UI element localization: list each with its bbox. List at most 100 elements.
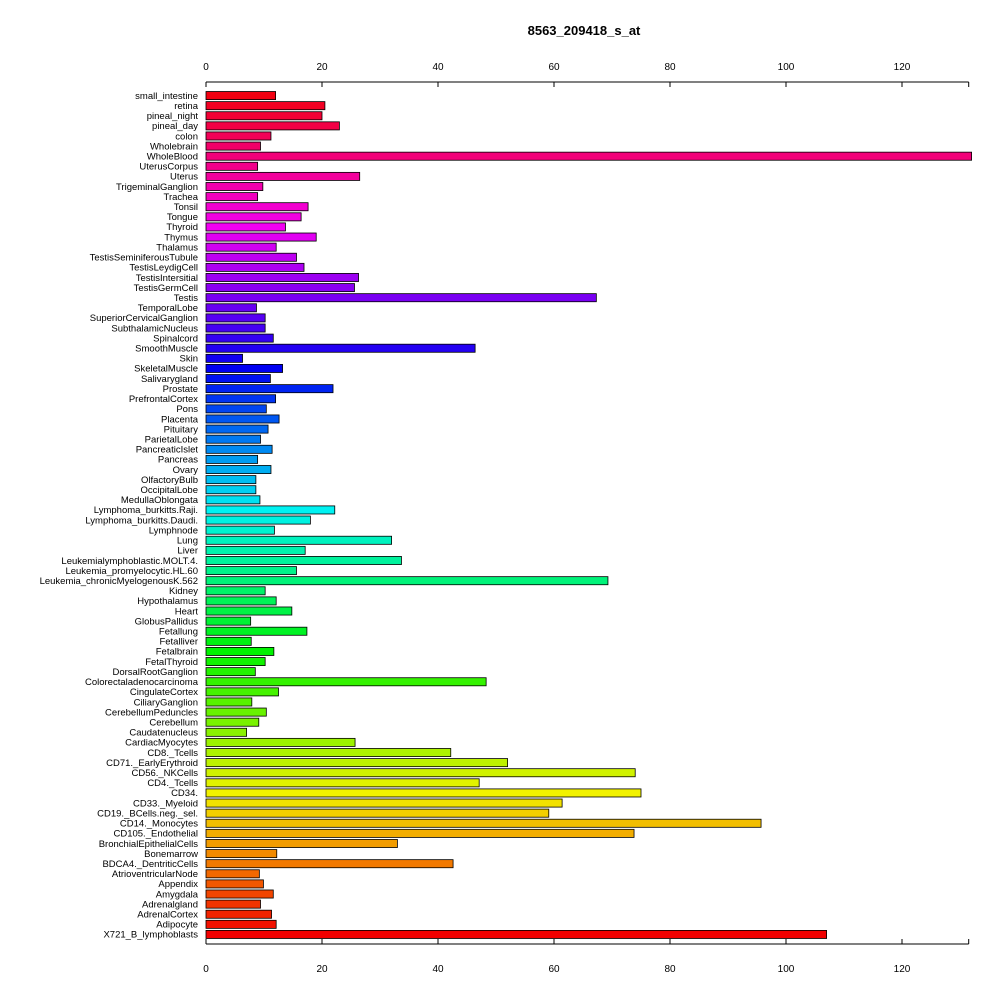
- category-label: ParietalLobe: [145, 434, 198, 445]
- category-label: Pancreas: [158, 455, 198, 466]
- bar-Hypothalamus: [205, 596, 277, 606]
- bar-Pons: [205, 404, 267, 414]
- category-label: AdrenalCortex: [137, 910, 198, 921]
- bar-CD4._Tcells: [205, 778, 480, 788]
- bar-Wholebrain: [205, 141, 261, 151]
- x-axis-top-tick-label: 40: [432, 62, 444, 73]
- bar-Pituitary: [205, 424, 269, 434]
- category-label: Tongue: [167, 212, 198, 223]
- bar-pineal_night: [205, 111, 323, 121]
- category-label: SkeletalMuscle: [134, 364, 198, 375]
- bar-BronchialEpithelialCells: [205, 839, 398, 848]
- category-label: CingulateCortex: [130, 687, 198, 698]
- bar-Lymphoma_burkitts.Daudi.: [205, 515, 311, 525]
- bar-CD33._Myeloid: [205, 798, 563, 808]
- bar-Testis: [205, 293, 597, 303]
- bar-AtrioventricularNode: [205, 869, 260, 879]
- category-label: WholeBlood: [147, 151, 198, 162]
- x-axis-top-tick-label: 0: [203, 62, 209, 73]
- category-label: Leukemia_promyelocytic.HL.60: [65, 566, 198, 577]
- category-label: AtrioventricularNode: [112, 869, 198, 880]
- bar-PancreaticIslet: [205, 444, 273, 454]
- x-axis-bottom-tick-label: 60: [548, 964, 560, 975]
- bar-Leukemialymphoblastic.MOLT.4.: [205, 556, 402, 565]
- bar-X721_B_lymphoblasts: [205, 930, 827, 939]
- category-label: Leukemia_chronicMyelogenousK.562: [40, 576, 198, 587]
- category-label: Thyroid: [166, 222, 198, 233]
- bar-Pancreas: [205, 454, 259, 464]
- category-label: OlfactoryBulb: [141, 475, 198, 486]
- x-axis-top-tick-label: 120: [894, 62, 911, 73]
- bar-Trachea: [205, 192, 259, 202]
- category-label: Fetalliver: [159, 637, 198, 648]
- category-labels: small_intestineretinapineal_nightpineal_…: [40, 91, 199, 941]
- bar-Liver: [205, 545, 306, 555]
- bar-OccipitalLobe: [205, 485, 257, 495]
- category-label: Fetalbrain: [156, 647, 198, 658]
- category-label: TemporalLobe: [138, 303, 198, 314]
- bar-CD34.: [205, 788, 642, 798]
- bar-Fetalbrain: [205, 647, 275, 656]
- category-label: CD19._BCells.neg._sel.: [97, 808, 198, 819]
- bar-pineal_day: [205, 121, 340, 131]
- bar-CardiacMyocytes: [205, 737, 356, 747]
- category-label: colon: [175, 131, 198, 142]
- bar-CingulateCortex: [205, 687, 279, 697]
- bar-MedullaOblongata: [205, 495, 261, 505]
- bar-BDCA4._DentriticCells: [205, 859, 454, 869]
- x-axis-top-tick-label: 100: [778, 62, 795, 73]
- category-label: Salivarygland: [141, 374, 198, 385]
- category-label: Uterus: [170, 172, 198, 183]
- x-axis-bottom-tick-label: 40: [432, 964, 444, 975]
- category-label: retina: [174, 101, 198, 112]
- bar-Tonsil: [205, 202, 309, 212]
- bar-Lung: [205, 535, 393, 545]
- category-label: Lymphoma_burkitts.Raji.: [94, 505, 198, 516]
- category-label: Wholebrain: [150, 141, 198, 152]
- chart-title: 8563_209418_s_at: [528, 23, 641, 38]
- bar-UterusCorpus: [205, 161, 259, 171]
- category-label: SubthalamicNucleus: [111, 323, 198, 334]
- bar-Uterus: [205, 171, 361, 181]
- bar-Salivarygland: [205, 374, 271, 383]
- category-label: CardiacMyocytes: [125, 738, 198, 749]
- category-label: X721_B_lymphoblasts: [103, 930, 198, 941]
- bar-Kidney: [205, 586, 266, 596]
- category-label: Colorectaladenocarcinoma: [85, 677, 199, 688]
- x-axis-bottom-tick-label: 100: [778, 964, 795, 975]
- bar-CD105._Endothelial: [205, 828, 635, 838]
- x-axis-top-tick-label: 60: [548, 62, 560, 73]
- bar-TestisIntersitial: [205, 273, 359, 282]
- category-label: Testis: [174, 293, 199, 304]
- category-label: Caudatenucleus: [129, 728, 198, 739]
- bar-CD8._Tcells: [205, 748, 452, 757]
- category-label: BDCA4._DentriticCells: [102, 859, 198, 870]
- category-label: small_intestine: [135, 91, 198, 102]
- category-label: CD33._Myeloid: [133, 798, 198, 809]
- category-label: Leukemialymphoblastic.MOLT.4.: [61, 556, 198, 567]
- bar-TrigeminalGanglion: [205, 182, 264, 191]
- category-label: Liver: [177, 546, 198, 557]
- bar-Spinalcord: [205, 333, 274, 343]
- bar-Leukemia_promyelocytic.HL.60: [205, 566, 297, 576]
- bar-Caudatenucleus: [205, 727, 247, 737]
- bar-TemporalLobe: [205, 303, 257, 313]
- bar-SkeletalMuscle: [205, 364, 283, 373]
- bar-Prostate: [205, 384, 334, 394]
- bar-CD71._EarlyErythroid: [205, 758, 509, 768]
- category-label: Hypothalamus: [137, 596, 198, 607]
- bar-Leukemia_chronicMyelogenousK.562: [205, 576, 609, 586]
- category-label: Trachea: [164, 192, 199, 203]
- bar-Lymphnode: [205, 525, 275, 535]
- bar-Fetalliver: [205, 636, 252, 646]
- category-label: MedullaOblongata: [121, 495, 199, 506]
- category-label: Pons: [176, 404, 198, 415]
- category-label: Heart: [175, 606, 199, 617]
- x-axis-bottom-tick-label: 0: [203, 964, 209, 975]
- bar-Colorectaladenocarcinoma: [205, 677, 487, 687]
- category-label: DorsalRootGanglion: [112, 667, 198, 678]
- category-label: Lymphoma_burkitts.Daudi.: [85, 515, 198, 526]
- category-label: Lung: [177, 536, 198, 547]
- category-label: pineal_day: [152, 121, 198, 132]
- bar-GlobusPallidus: [205, 616, 252, 626]
